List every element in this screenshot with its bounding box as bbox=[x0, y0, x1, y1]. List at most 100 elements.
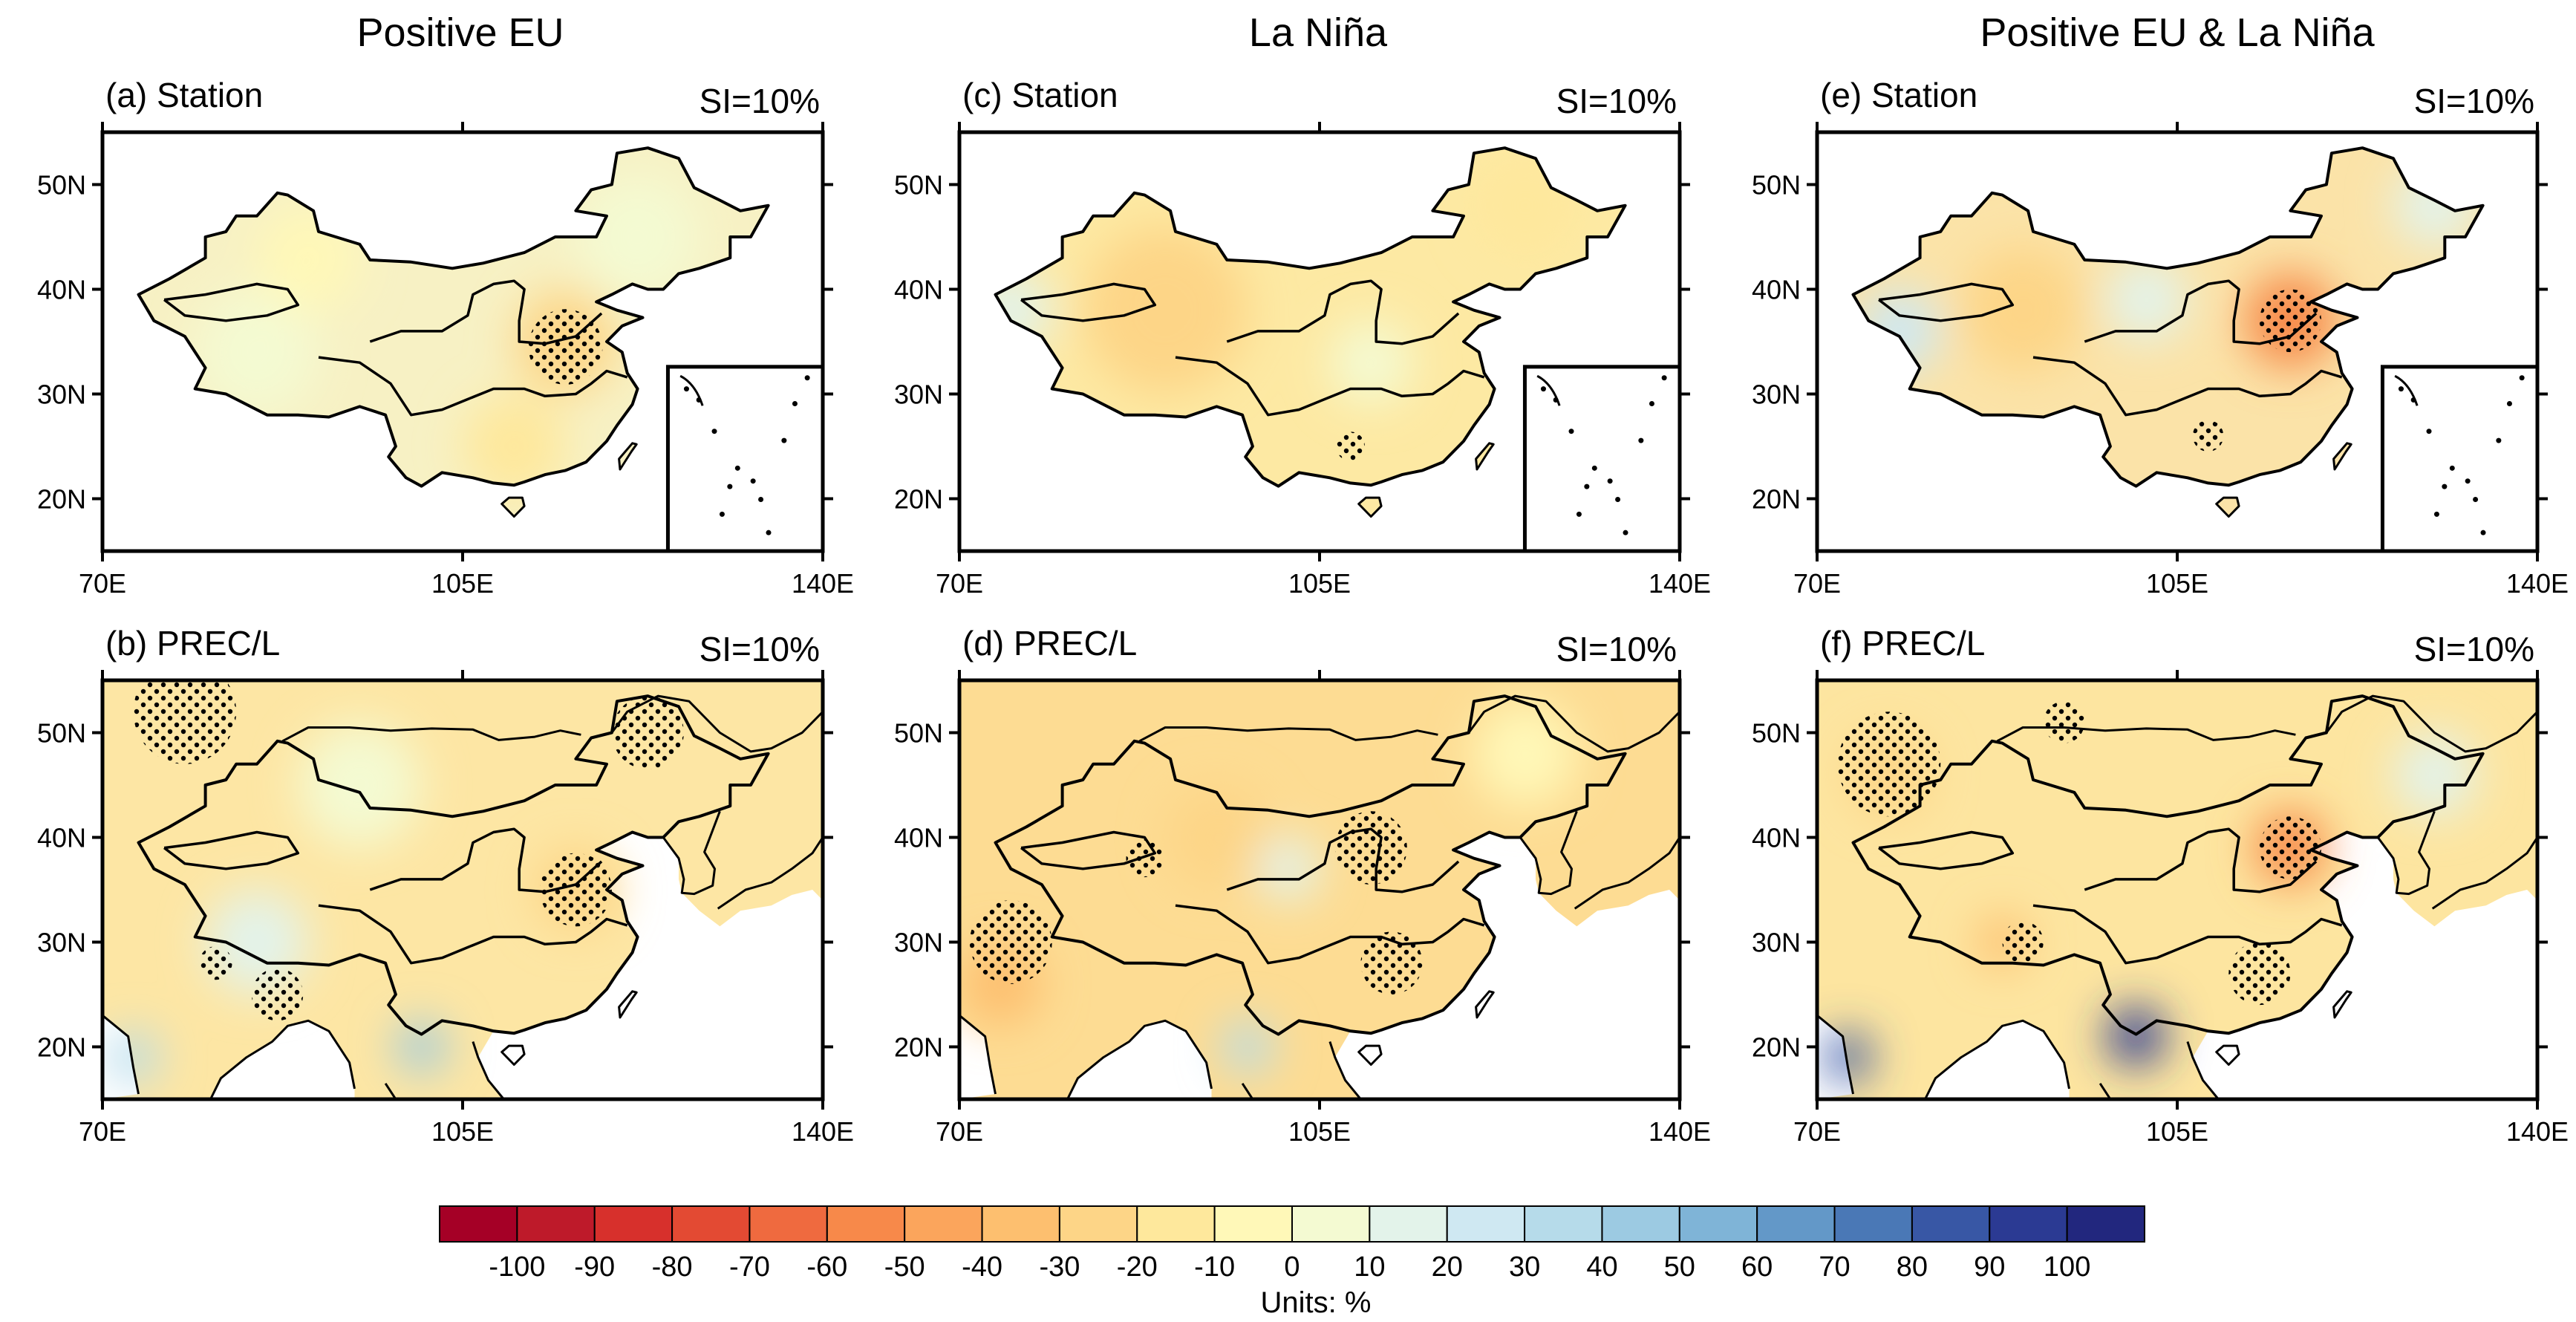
colorbar-tick-label: 80 bbox=[1897, 1251, 1928, 1283]
colorbar-swatch bbox=[1213, 1205, 1293, 1243]
lat-tick-label: 30N bbox=[37, 380, 86, 410]
column-title-positive-eu: Positive EU bbox=[356, 10, 564, 55]
anomaly-blob bbox=[2107, 1006, 2165, 1066]
colorbar-swatch bbox=[1291, 1205, 1371, 1243]
anomaly-blob bbox=[2105, 258, 2188, 342]
lat-tick-label: 50N bbox=[894, 170, 943, 201]
inset-island bbox=[2433, 511, 2439, 517]
colorbar-tick-label: 20 bbox=[1432, 1251, 1463, 1283]
china-border bbox=[994, 694, 1627, 1036]
hainan-coast bbox=[1357, 1044, 1383, 1066]
lon-tick-label: 105E bbox=[2146, 1116, 2208, 1147]
coastline bbox=[1328, 1041, 1362, 1099]
colorbar-swatch bbox=[981, 1205, 1060, 1243]
coastline bbox=[1519, 810, 1578, 896]
lat-tick-label: 30N bbox=[37, 928, 86, 958]
lat-tick-label: 20N bbox=[37, 1032, 86, 1063]
panel-label: (c) Station bbox=[962, 76, 1118, 114]
tarim-basin-outline bbox=[1020, 830, 1157, 870]
anomaly-blob bbox=[395, 1020, 448, 1073]
significance-stipple bbox=[611, 696, 684, 769]
lon-tick-label: 105E bbox=[2146, 568, 2208, 599]
lon-tick-label: 140E bbox=[2506, 568, 2569, 599]
anomaly-blob bbox=[2393, 732, 2476, 817]
inset-island bbox=[683, 386, 689, 392]
taiwan-coast bbox=[2332, 990, 2352, 1019]
coastline bbox=[1241, 1082, 1254, 1099]
colorbar-units: Units: % bbox=[1261, 1286, 1372, 1319]
column-title-positive-eu-la-nina: Positive EU & La Niña bbox=[1980, 10, 2375, 55]
lat-tick-label: 20N bbox=[1752, 484, 1801, 515]
colorbar-swatch bbox=[1756, 1205, 1836, 1243]
anomaly-blob bbox=[575, 174, 700, 300]
coastline bbox=[610, 694, 823, 753]
yangtze-river bbox=[2032, 356, 2343, 417]
lon-tick-label: 140E bbox=[1649, 1116, 1711, 1147]
inset-island bbox=[1568, 429, 1574, 434]
colorbar-tick-label: -60 bbox=[806, 1251, 847, 1283]
significance-stipple bbox=[1126, 839, 1164, 878]
lon-tick-label: 70E bbox=[79, 1116, 126, 1147]
significance-stipple bbox=[2228, 942, 2291, 1006]
inset-island bbox=[734, 465, 740, 471]
precip-anomaly-field bbox=[995, 148, 1626, 517]
significance-stipple bbox=[528, 309, 603, 385]
taiwan-coast bbox=[1475, 442, 1495, 471]
lon-tick-label: 140E bbox=[792, 1116, 854, 1147]
significance-stipple bbox=[2259, 816, 2321, 879]
colorbar-swatch bbox=[1989, 1205, 2068, 1243]
coastline bbox=[1138, 726, 1438, 743]
south-china-sea-inset bbox=[665, 365, 825, 553]
yangtze-river bbox=[2032, 904, 2343, 965]
significance-stipple bbox=[1336, 432, 1365, 461]
coastline bbox=[1996, 726, 2296, 743]
colorbar-tick-label: 90 bbox=[1974, 1251, 2005, 1283]
colorbar-swatch bbox=[1678, 1205, 1758, 1243]
colorbar-swatch bbox=[2066, 1205, 2146, 1243]
significance-stipple bbox=[2259, 289, 2321, 353]
coastline bbox=[662, 810, 721, 896]
lat-tick-label: 20N bbox=[894, 1032, 943, 1063]
hainan-coast bbox=[2215, 1044, 2240, 1066]
inset-island bbox=[2465, 478, 2471, 484]
colorbar-tick-label: -90 bbox=[574, 1251, 615, 1283]
colorbar-tick-label: 0 bbox=[1284, 1251, 1300, 1283]
anomaly-blob bbox=[1473, 701, 1577, 807]
anomaly-blob bbox=[1961, 247, 2085, 374]
inset-island bbox=[2519, 375, 2525, 381]
south-china-sea-inset bbox=[1522, 365, 1682, 553]
anomaly-blob bbox=[1824, 1033, 1872, 1082]
inset-island bbox=[2473, 497, 2479, 503]
inset-coastline bbox=[2394, 374, 2419, 406]
map-panels: 70E 105E 140E 20N 30N 40N 50N (a) Station SI=10%… bbox=[37, 76, 2569, 1147]
inset-island bbox=[2449, 465, 2455, 471]
yellow-river bbox=[1226, 827, 1460, 893]
ocean-mask bbox=[477, 832, 823, 1099]
anomaly-blob bbox=[463, 394, 566, 499]
lat-tick-label: 40N bbox=[37, 275, 86, 305]
inset-island bbox=[1576, 511, 1582, 517]
colorbar-tick-label: 100 bbox=[2044, 1251, 2090, 1283]
coastline bbox=[102, 1015, 140, 1095]
colorbar-tick-label: -30 bbox=[1039, 1251, 1080, 1283]
anomaly-blob bbox=[995, 268, 1052, 353]
lat-tick-label: 30N bbox=[894, 380, 943, 410]
yangtze-river bbox=[1175, 904, 1485, 965]
ocean-mask bbox=[2192, 832, 2537, 1099]
inset-island bbox=[1540, 386, 1546, 392]
map-panel-c: 70E 105E 140E 20N 30N 40N 50N (c) Station SI=10% bbox=[894, 76, 1711, 599]
colorbar-swatch bbox=[1911, 1205, 1991, 1243]
yellow-river bbox=[2084, 279, 2318, 345]
colorbar-tick-label: 60 bbox=[1741, 1251, 1773, 1283]
significance-level: SI=10% bbox=[2414, 82, 2534, 120]
significance-stipple bbox=[2043, 701, 2085, 743]
colorbar-swatch bbox=[1601, 1205, 1680, 1243]
taiwan-coast bbox=[618, 990, 638, 1019]
panel-label: (e) Station bbox=[1820, 76, 1977, 114]
anomaly-blob bbox=[256, 205, 360, 310]
significance-stipple bbox=[2192, 420, 2224, 452]
colorbar-swatch bbox=[1524, 1205, 1603, 1243]
lat-tick-label: 50N bbox=[894, 718, 943, 749]
inset-island bbox=[1584, 483, 1590, 489]
colorbar-tick-label: 40 bbox=[1586, 1251, 1617, 1283]
